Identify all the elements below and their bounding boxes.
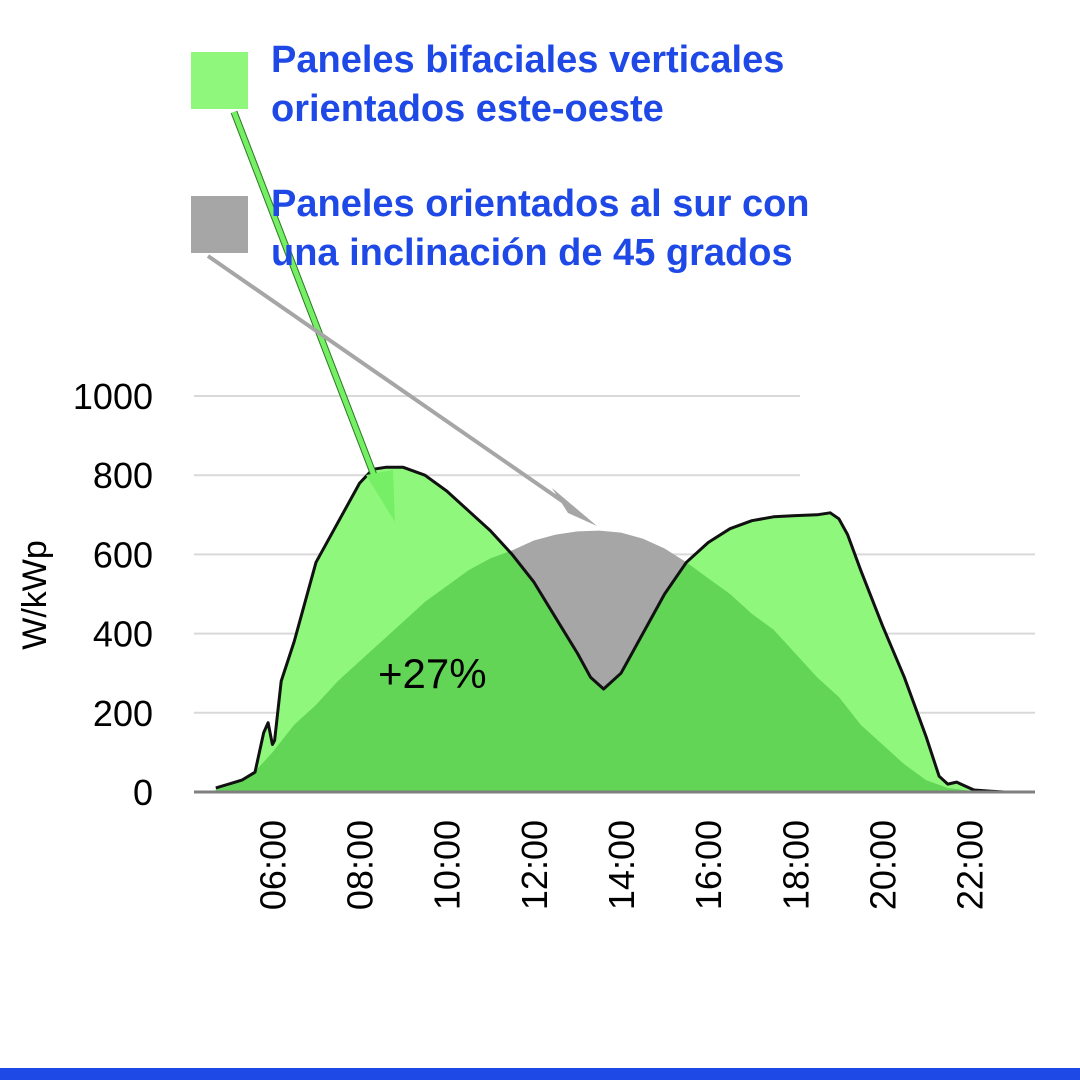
x-tick-label: 20:00 [863,820,904,910]
x-tick-label: 08:00 [340,820,381,910]
bottom-accent-bar [0,1068,1080,1080]
x-tick-label: 22:00 [950,820,991,910]
legend-arrows [206,110,597,526]
legend-swatch-south [191,196,248,253]
legend-label-south-line1: Paneles orientados al sur con [271,183,810,225]
south-arrow [206,254,567,505]
series-bifacial-line [215,465,1005,794]
y-axis-label: W/kWp [16,540,54,650]
y-tick-label: 800 [93,455,153,496]
y-tick-label: 0 [133,772,153,813]
legend-label-south-line2: una inclinación de 45 grados [271,232,793,274]
y-tick-label: 400 [93,614,153,655]
y-tick-labels: 0 200 400 600 800 1000 [73,376,153,813]
legend-label-bifacial-line1: Paneles bifaciales verticales [271,39,785,81]
x-tick-label: 14:00 [601,820,642,910]
x-tick-label: 06:00 [252,820,293,910]
y-tick-label: 200 [93,693,153,734]
y-tick-label: 600 [93,534,153,575]
legend-label-bifacial-line2: orientados este-oeste [271,88,664,130]
bifacial-arrow [231,111,378,479]
x-tick-labels: 06:00 08:00 10:00 12:00 14:00 16:00 18:00 20:00… [252,820,990,910]
legend-label-south: Paneles orientados al sur con una inclin… [271,180,971,278]
x-tick-label: 16:00 [688,820,729,910]
x-tick-label: 12:00 [514,820,555,910]
x-tick-label: 18:00 [775,820,816,910]
bifacial-arrowhead [366,470,395,522]
south-arrowhead [552,488,597,526]
legend-swatch-bifacial [191,52,248,109]
y-tick-label: 1000 [73,376,153,417]
chart-annotation: +27% [378,650,487,697]
legend-label-bifacial: Paneles bifaciales verticales orientados… [271,36,971,134]
x-tick-label: 10:00 [427,820,468,910]
